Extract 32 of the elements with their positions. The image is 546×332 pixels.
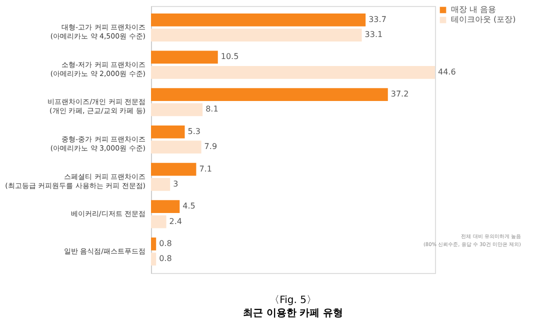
bar bbox=[151, 238, 156, 250]
text: 최근 이용한 카페 유형 bbox=[242, 308, 344, 319]
data-label: 37.2 bbox=[390, 90, 409, 99]
bar bbox=[151, 66, 435, 79]
bar bbox=[151, 252, 156, 266]
bar bbox=[151, 200, 180, 214]
bar bbox=[151, 50, 218, 64]
bar bbox=[151, 103, 203, 116]
bar bbox=[151, 140, 202, 154]
legend-label: 매장 내 음용 bbox=[451, 5, 496, 14]
data-label: 33.1 bbox=[364, 30, 383, 40]
bar bbox=[151, 13, 366, 26]
bar bbox=[151, 178, 170, 191]
data-label: 0.8 bbox=[159, 254, 172, 264]
data-label: 8.1 bbox=[206, 104, 218, 114]
legend-label: 테이크아웃 (포장) bbox=[451, 15, 516, 24]
bar bbox=[151, 125, 185, 138]
data-label: 3 bbox=[173, 179, 178, 188]
bar bbox=[151, 215, 166, 228]
data-label: 44.6 bbox=[438, 67, 456, 76]
data-label: 5.3 bbox=[188, 126, 200, 136]
text: 〈Fig. 5〉 bbox=[270, 295, 316, 306]
data-label: 7.1 bbox=[199, 164, 212, 174]
bar bbox=[151, 162, 196, 176]
data-label: 2.4 bbox=[169, 216, 182, 226]
data-label: 4.5 bbox=[182, 202, 196, 211]
data-label: 33.7 bbox=[368, 14, 386, 24]
data-label: 10.5 bbox=[220, 52, 239, 62]
data-label: 7.9 bbox=[204, 142, 218, 152]
bar bbox=[151, 28, 362, 42]
bar bbox=[151, 88, 388, 102]
data-label: 0.8 bbox=[159, 238, 172, 248]
